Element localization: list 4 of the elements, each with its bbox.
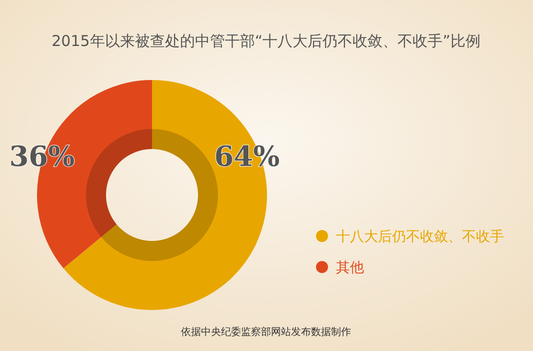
- legend-label: 十八大后仍不收敛、不收手: [336, 229, 504, 245]
- text: 依据中央纪委监察部网站发布数据制作: [181, 326, 351, 338]
- legend-label: 其他: [336, 260, 364, 276]
- chart-title: 2015年以来被查处的中管干部“十八大后仍不收敛、不收手”比例: [52, 32, 480, 50]
